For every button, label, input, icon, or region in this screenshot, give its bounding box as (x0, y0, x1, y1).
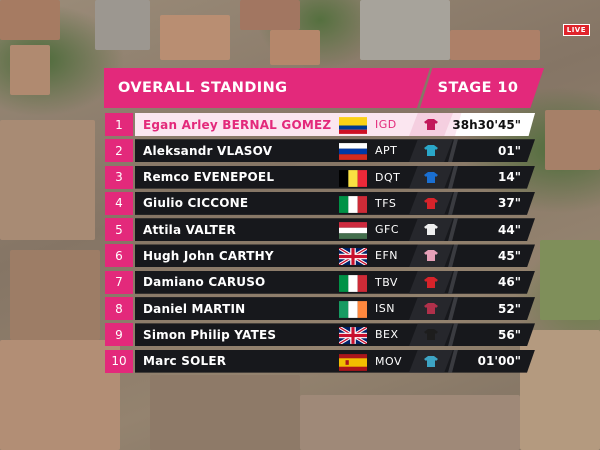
team-jersey-icon (424, 276, 438, 288)
rider-name: Remco EVENEPOEL (143, 170, 275, 185)
rider-name: Egan Arley BERNAL GOMEZ (143, 117, 332, 132)
table-row: 9 Simon Philip YATES BEX 56" (105, 322, 545, 348)
time-gap: 44" (498, 222, 521, 237)
team-code: EFN (375, 249, 399, 263)
rider-name: Giulio CICCONE (143, 196, 249, 211)
team-jersey-icon (424, 171, 438, 183)
flag-hungary (339, 222, 367, 240)
rank-cell: 9 (105, 323, 133, 347)
rank-cell: 10 (105, 349, 133, 373)
team-jersey-icon (424, 355, 438, 367)
rider-name: Simon Philip YATES (143, 327, 277, 342)
table-row: 7 Damiano CARUSO TBV 46" (105, 270, 545, 296)
table-row: 4 Giulio CICCONE TFS 37" (105, 191, 545, 217)
rank-cell: 8 (105, 297, 133, 321)
team-code: GFC (375, 223, 400, 237)
team-code: TFS (375, 196, 397, 210)
time-gap: 52" (498, 301, 521, 316)
live-badge: LIVE (562, 24, 590, 36)
table-row: 5 Attila VALTER GFC 44" (105, 217, 545, 243)
page-title: OVERALL STANDING (118, 80, 288, 96)
team-code: BEX (375, 328, 399, 342)
time-separator (448, 165, 458, 189)
overall-standing-title: OVERALL STANDING (104, 68, 430, 108)
rider-name: Marc SOLER (143, 354, 227, 369)
standings-table: 1 Egan Arley BERNAL GOMEZ IGD 38h30'45" 2 Ale… (105, 112, 545, 375)
team-code: DQT (375, 170, 401, 184)
team-code: APT (375, 144, 398, 158)
flag-italy (339, 195, 367, 213)
flag-italy (339, 274, 367, 292)
rank-cell: 3 (105, 165, 133, 189)
flag-belgium (339, 169, 367, 187)
rank-cell: 1 (105, 113, 133, 136)
time-separator (448, 323, 458, 347)
team-jersey-icon (424, 303, 438, 315)
table-row: 8 Daniel MARTIN ISN 52" (105, 296, 545, 322)
rider-name: Aleksandr VLASOV (143, 143, 273, 158)
team-code: ISN (375, 302, 395, 316)
leader-time-box (455, 113, 535, 136)
time-gap: 37" (498, 196, 521, 211)
table-row: 1 Egan Arley BERNAL GOMEZ IGD 38h30'45" (105, 112, 545, 138)
team-jersey-icon (424, 329, 438, 341)
rank-cell: 2 (105, 139, 133, 163)
time-separator (448, 270, 458, 294)
time-gap: 46" (498, 275, 521, 290)
table-row: 3 Remco EVENEPOEL DQT 14" (105, 165, 545, 191)
team-jersey-icon (424, 250, 438, 262)
team-jersey-icon (424, 224, 438, 236)
time-separator (448, 218, 458, 242)
rider-name: Hugh John CARTHY (143, 248, 274, 263)
time-gap: 14" (498, 170, 521, 185)
team-code: MOV (375, 354, 402, 368)
team-jersey-icon (424, 145, 438, 157)
time-separator (448, 297, 458, 321)
stage-label: STAGE 10 (420, 68, 544, 108)
rider-name: Attila VALTER (143, 222, 236, 237)
flag-colombia (339, 117, 367, 134)
time-separator (448, 139, 458, 163)
time-separator (448, 191, 458, 215)
flag-uk (339, 327, 367, 345)
table-row: 6 Hugh John CARTHY EFN 45" (105, 243, 545, 269)
rank-cell: 5 (105, 218, 133, 242)
stage-text: STAGE 10 (437, 80, 519, 96)
flag-uk (339, 248, 367, 266)
table-row: 2 Aleksandr VLASOV APT 01" (105, 138, 545, 164)
pink-jersey-icon (424, 119, 438, 130)
rank-cell: 7 (105, 270, 133, 294)
time-separator (448, 349, 458, 373)
time-gap: 45" (498, 248, 521, 263)
flag-ireland (339, 301, 367, 318)
rider-name: Damiano CARUSO (143, 275, 266, 290)
team-code: TBV (375, 275, 398, 289)
team-code: IGD (375, 118, 397, 131)
rank-cell: 6 (105, 244, 133, 268)
time-gap: 56" (498, 327, 521, 342)
time-gap: 01'00" (477, 354, 521, 369)
flag-spain (339, 353, 367, 371)
rank-cell: 4 (105, 191, 133, 215)
table-row: 10 Marc SOLER MOV 01'00" (105, 349, 545, 375)
time-gap: 38h30'45" (452, 117, 521, 132)
rider-name: Daniel MARTIN (143, 301, 246, 316)
flag-russia (339, 143, 367, 161)
time-separator (448, 244, 458, 268)
time-gap: 01" (498, 143, 521, 158)
team-jersey-icon (424, 197, 438, 209)
